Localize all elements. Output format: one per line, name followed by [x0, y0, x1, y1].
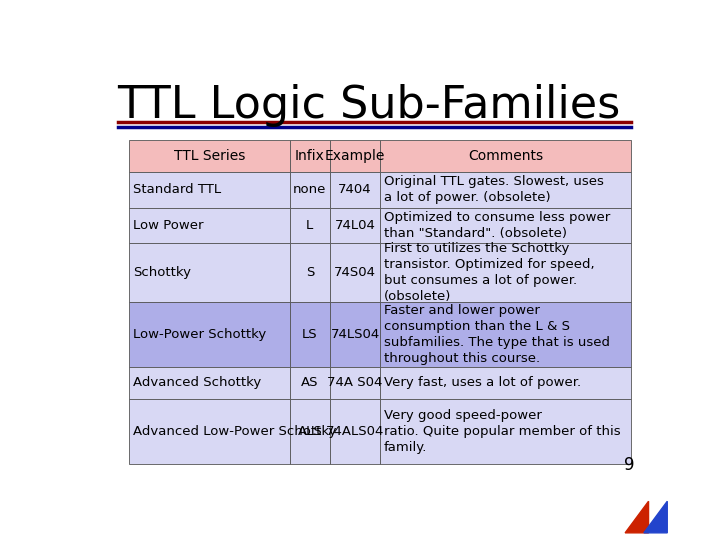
Bar — [330, 208, 380, 244]
Text: First to utilizes the Schottky
transistor. Optimized for speed,
but consumes a l: First to utilizes the Schottky transisto… — [384, 242, 595, 303]
Text: Low-Power Schottky: Low-Power Schottky — [133, 328, 266, 341]
Text: Example: Example — [325, 149, 385, 163]
Text: Faster and lower power
consumption than the L & S
subfamilies. The type that is : Faster and lower power consumption than … — [384, 303, 610, 364]
Bar — [330, 172, 380, 208]
Bar — [380, 208, 631, 244]
Text: Optimized to consume less power
than "Standard". (obsolete): Optimized to consume less power than "St… — [384, 211, 611, 240]
Text: 74LS04: 74LS04 — [330, 328, 379, 341]
Text: S: S — [306, 266, 314, 279]
Bar — [289, 399, 330, 464]
Text: 74S04: 74S04 — [334, 266, 376, 279]
Text: Infix: Infix — [295, 149, 325, 163]
Text: Very good speed-power
ratio. Quite popular member of this
family.: Very good speed-power ratio. Quite popul… — [384, 409, 621, 454]
Bar — [289, 244, 330, 302]
Bar — [289, 302, 330, 367]
Text: 74L04: 74L04 — [335, 219, 376, 232]
Text: Advanced Schottky: Advanced Schottky — [133, 376, 261, 389]
Bar — [289, 208, 330, 244]
Text: Standard TTL: Standard TTL — [133, 184, 221, 197]
Bar — [129, 140, 289, 172]
Text: Advanced Low-Power Schottky: Advanced Low-Power Schottky — [133, 425, 336, 438]
Text: TTL Logic Sub-Families: TTL Logic Sub-Families — [117, 84, 621, 126]
Text: Low Power: Low Power — [133, 219, 204, 232]
Bar — [129, 244, 289, 302]
Bar — [129, 399, 289, 464]
Text: LS: LS — [302, 328, 318, 341]
Text: ALS: ALS — [297, 425, 323, 438]
Bar — [289, 140, 330, 172]
Bar — [330, 399, 380, 464]
Bar — [129, 367, 289, 399]
Bar — [380, 172, 631, 208]
Text: AS: AS — [301, 376, 319, 389]
Bar — [330, 244, 380, 302]
Text: none: none — [293, 184, 327, 197]
Text: L: L — [306, 219, 313, 232]
Bar — [380, 367, 631, 399]
Bar — [380, 302, 631, 367]
Bar — [330, 302, 380, 367]
Text: Comments: Comments — [468, 149, 544, 163]
Text: 74ALS04: 74ALS04 — [326, 425, 384, 438]
Bar — [129, 208, 289, 244]
Polygon shape — [644, 501, 667, 533]
Text: TTL Series: TTL Series — [174, 149, 245, 163]
Bar — [289, 367, 330, 399]
Bar — [330, 367, 380, 399]
Text: 74A S04: 74A S04 — [328, 376, 383, 389]
Bar — [380, 399, 631, 464]
Bar — [330, 140, 380, 172]
Text: 7404: 7404 — [338, 184, 372, 197]
Polygon shape — [625, 501, 649, 533]
Text: 9: 9 — [624, 456, 634, 474]
Text: Original TTL gates. Slowest, uses
a lot of power. (obsolete): Original TTL gates. Slowest, uses a lot … — [384, 176, 604, 205]
Bar — [129, 302, 289, 367]
Text: Schottky: Schottky — [133, 266, 191, 279]
Bar — [289, 172, 330, 208]
Bar — [129, 172, 289, 208]
Bar — [380, 140, 631, 172]
Text: Very fast, uses a lot of power.: Very fast, uses a lot of power. — [384, 376, 581, 389]
Bar — [380, 244, 631, 302]
